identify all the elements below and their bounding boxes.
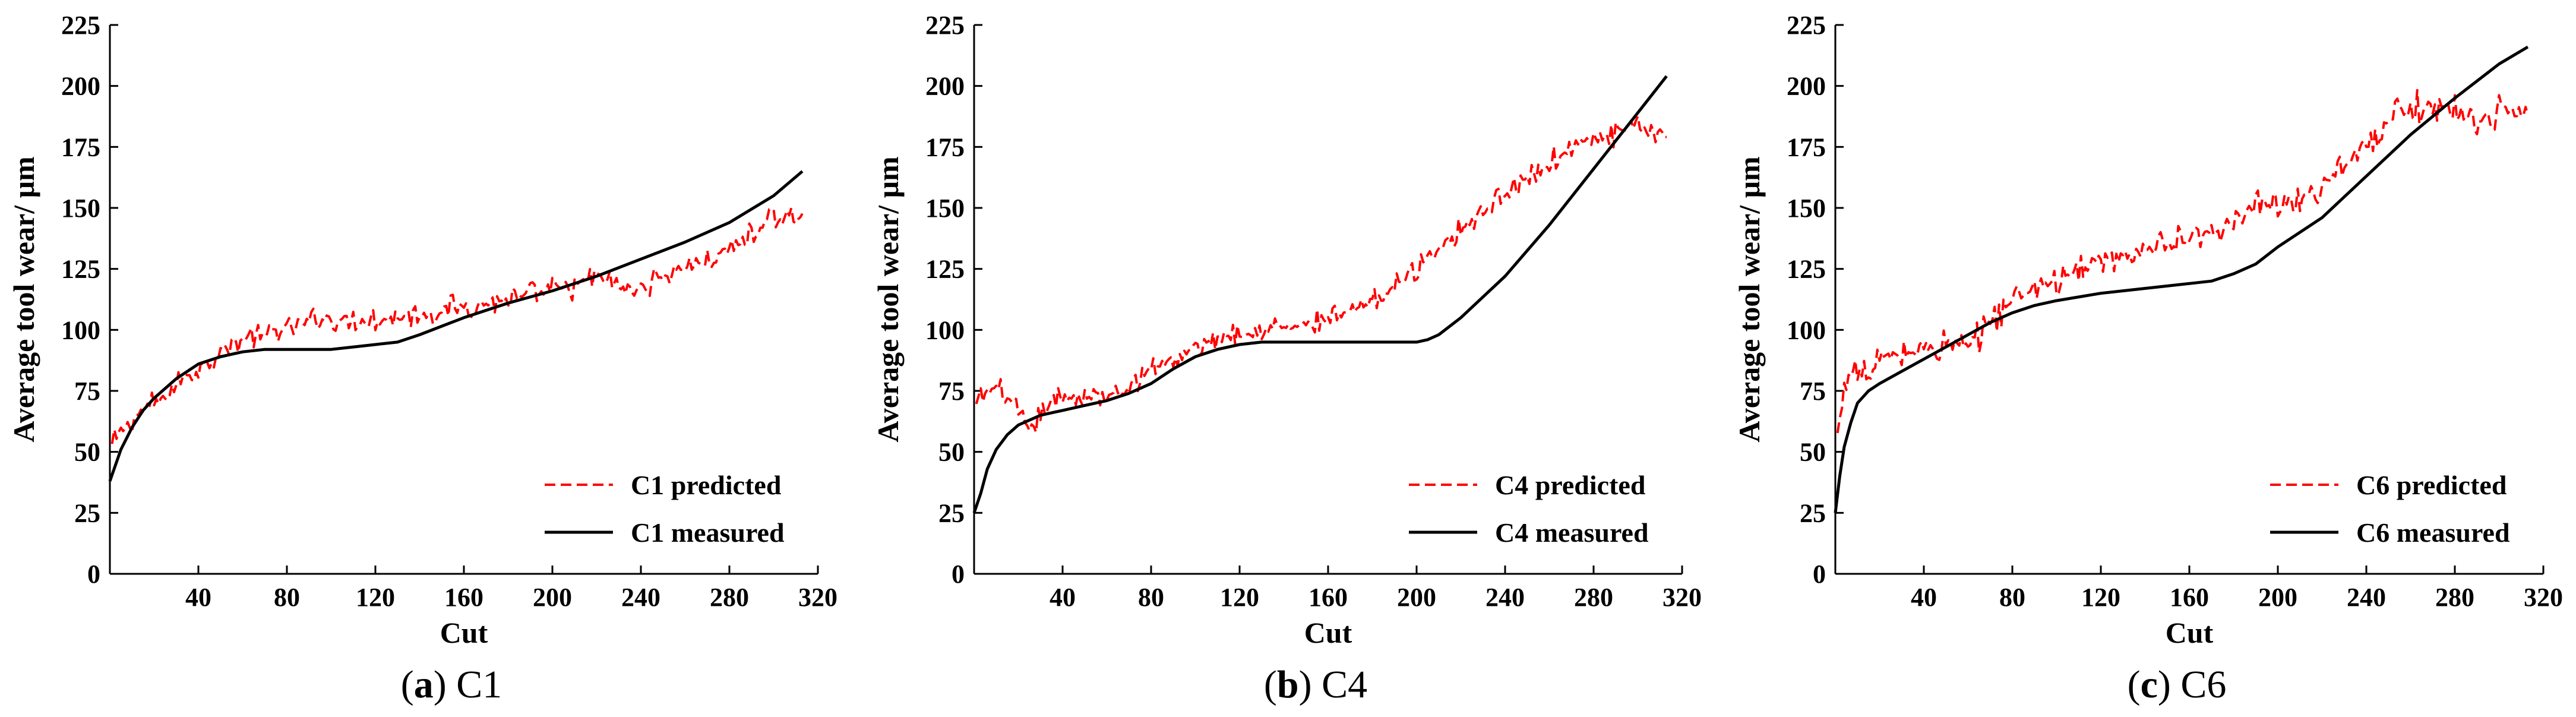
- legend-label: C6 predicted: [2356, 470, 2507, 500]
- legend-label: C6 measured: [2356, 517, 2510, 548]
- legend-label: C4 measured: [1495, 517, 1649, 548]
- y-tick-label: 175: [61, 132, 100, 162]
- x-tick-label: 160: [444, 583, 483, 612]
- chart-c6: 0 25 50 75 100 125 150 175 200 225 40 80 120 160 200 24…: [1733, 11, 2563, 649]
- x-tick-label: 160: [1308, 583, 1348, 612]
- y-tick-label: 225: [1787, 11, 1826, 40]
- y-tick-label: 0: [952, 560, 965, 589]
- y-tick-label: 25: [74, 498, 100, 528]
- x-tick-label: 200: [533, 583, 572, 612]
- y-tick-label: 200: [925, 72, 965, 101]
- y-tick-label: 100: [1787, 315, 1826, 345]
- caption-b: (b) C4: [1263, 663, 1368, 706]
- x-tick-label: 120: [2081, 583, 2120, 612]
- chart-c1: 0 25 50 75 100 125 150 175 200 225 40 80 120 160 200 24…: [7, 11, 837, 649]
- caption-c: (c) C6: [2127, 663, 2227, 706]
- x-tick-label: 240: [621, 583, 660, 612]
- y-tick-label: 25: [938, 498, 965, 528]
- x-tick-label: 40: [185, 583, 211, 612]
- y-tick-label: 75: [1800, 377, 1826, 406]
- x-tick-label: 240: [1485, 583, 1525, 612]
- caption-a: (a) C1: [400, 663, 502, 706]
- y-tick-label: 150: [61, 194, 100, 223]
- x-tick-label: 80: [1999, 583, 2025, 612]
- legend-label: C1 predicted: [631, 470, 782, 500]
- y-tick-label: 50: [938, 438, 965, 467]
- x-tick-label: 320: [1662, 583, 1702, 612]
- x-tick-label: 120: [1220, 583, 1259, 612]
- y-tick-label: 25: [1800, 498, 1826, 528]
- x-axis-title: Cut: [2166, 616, 2214, 649]
- x-tick-label: 200: [1397, 583, 1436, 612]
- y-tick-label: 75: [74, 377, 100, 406]
- y-tick-label: 0: [1813, 560, 1826, 589]
- x-tick-label: 40: [1911, 583, 1937, 612]
- legend-label: C4 predicted: [1495, 470, 1646, 500]
- series-line-c1-predicted: [110, 207, 804, 444]
- x-tick-label: 40: [1050, 583, 1076, 612]
- series-line-c6-predicted: [1836, 89, 2529, 434]
- x-tick-label: 280: [710, 583, 749, 612]
- y-tick-label: 125: [1787, 255, 1826, 284]
- y-tick-label: 0: [87, 560, 100, 589]
- y-axis-title: Average tool wear/ μm: [871, 156, 905, 442]
- y-tick-label: 175: [1787, 132, 1826, 162]
- chart-c4: 0 25 50 75 100 125 150 175 200 225 40 80 120 160 200 24…: [871, 11, 1702, 649]
- x-tick-label: 280: [2435, 583, 2474, 612]
- x-tick-label: 120: [356, 583, 395, 612]
- y-tick-label: 125: [925, 255, 965, 284]
- x-axis-title: Cut: [440, 616, 488, 649]
- y-tick-label: 200: [61, 72, 100, 101]
- x-tick-label: 320: [2524, 583, 2563, 612]
- x-tick-label: 160: [2170, 583, 2209, 612]
- x-tick-label: 80: [1138, 583, 1164, 612]
- x-tick-label: 80: [274, 583, 300, 612]
- y-tick-label: 75: [938, 377, 965, 406]
- y-tick-label: 50: [1800, 438, 1826, 467]
- y-tick-label: 175: [925, 132, 965, 162]
- y-tick-label: 125: [61, 255, 100, 284]
- series-line-c6-measured: [1834, 45, 2529, 513]
- y-tick-label: 225: [61, 11, 100, 40]
- y-tick-label: 200: [1787, 72, 1826, 101]
- x-tick-label: 240: [2347, 583, 2386, 612]
- x-tick-label: 320: [798, 583, 837, 612]
- y-axis-title: Average tool wear/ μm: [1733, 156, 1766, 442]
- legend-label: C1 measured: [631, 517, 785, 548]
- y-tick-label: 150: [1787, 194, 1826, 223]
- y-tick-label: 150: [925, 194, 965, 223]
- series-line-c4-measured: [972, 75, 1668, 514]
- x-axis-title: Cut: [1304, 616, 1352, 649]
- y-tick-label: 225: [925, 11, 965, 40]
- y-tick-label: 50: [74, 438, 100, 467]
- x-tick-label: 280: [1574, 583, 1613, 612]
- series-line-c1-measured: [108, 170, 804, 482]
- y-tick-label: 100: [925, 315, 965, 345]
- y-tick-label: 100: [61, 315, 100, 345]
- x-tick-label: 200: [2258, 583, 2297, 612]
- y-axis-title: Average tool wear/ μm: [7, 156, 40, 442]
- series-line-c4-predicted: [975, 115, 1667, 434]
